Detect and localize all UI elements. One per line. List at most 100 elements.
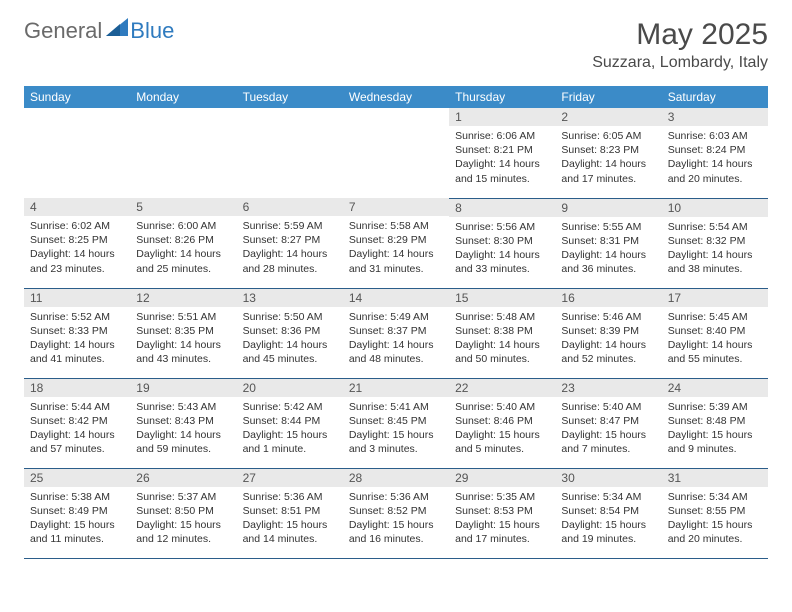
day-number-empty <box>24 108 130 126</box>
sunrise-text: Sunrise: 5:41 AM <box>349 400 443 414</box>
calendar-day: 31Sunrise: 5:34 AMSunset: 8:55 PMDayligh… <box>662 468 768 558</box>
sunset-text: Sunset: 8:47 PM <box>561 414 655 428</box>
daylight-text: Daylight: 14 hours and 33 minutes. <box>455 248 549 276</box>
sunrise-text: Sunrise: 5:52 AM <box>30 310 124 324</box>
day-details: Sunrise: 5:35 AMSunset: 8:53 PMDaylight:… <box>449 487 555 551</box>
calendar-week: 4Sunrise: 6:02 AMSunset: 8:25 PMDaylight… <box>24 198 768 288</box>
sunrise-text: Sunrise: 5:56 AM <box>455 220 549 234</box>
sunset-text: Sunset: 8:40 PM <box>668 324 762 338</box>
calendar-day: 7Sunrise: 5:58 AMSunset: 8:29 PMDaylight… <box>343 198 449 288</box>
day-details: Sunrise: 5:36 AMSunset: 8:52 PMDaylight:… <box>343 487 449 551</box>
weekday-header: Wednesday <box>343 86 449 108</box>
calendar-day: 12Sunrise: 5:51 AMSunset: 8:35 PMDayligh… <box>130 288 236 378</box>
calendar-day: 4Sunrise: 6:02 AMSunset: 8:25 PMDaylight… <box>24 198 130 288</box>
weekday-header: Monday <box>130 86 236 108</box>
calendar-day: 18Sunrise: 5:44 AMSunset: 8:42 PMDayligh… <box>24 378 130 468</box>
day-number: 29 <box>449 469 555 487</box>
sunset-text: Sunset: 8:35 PM <box>136 324 230 338</box>
sunrise-text: Sunrise: 6:00 AM <box>136 219 230 233</box>
weekday-header: Thursday <box>449 86 555 108</box>
sunset-text: Sunset: 8:29 PM <box>349 233 443 247</box>
daylight-text: Daylight: 15 hours and 1 minute. <box>243 428 337 456</box>
calendar-day: 8Sunrise: 5:56 AMSunset: 8:30 PMDaylight… <box>449 198 555 288</box>
weekday-header: Saturday <box>662 86 768 108</box>
day-number: 2 <box>555 108 661 126</box>
calendar-week: 11Sunrise: 5:52 AMSunset: 8:33 PMDayligh… <box>24 288 768 378</box>
calendar-day-empty <box>130 108 236 198</box>
sunset-text: Sunset: 8:51 PM <box>243 504 337 518</box>
daylight-text: Daylight: 15 hours and 9 minutes. <box>668 428 762 456</box>
day-details: Sunrise: 5:46 AMSunset: 8:39 PMDaylight:… <box>555 307 661 371</box>
calendar-day: 2Sunrise: 6:05 AMSunset: 8:23 PMDaylight… <box>555 108 661 198</box>
calendar-day: 26Sunrise: 5:37 AMSunset: 8:50 PMDayligh… <box>130 468 236 558</box>
day-details: Sunrise: 5:40 AMSunset: 8:47 PMDaylight:… <box>555 397 661 461</box>
day-details: Sunrise: 5:49 AMSunset: 8:37 PMDaylight:… <box>343 307 449 371</box>
daylight-text: Daylight: 14 hours and 57 minutes. <box>30 428 124 456</box>
daylight-text: Daylight: 15 hours and 14 minutes. <box>243 518 337 546</box>
daylight-text: Daylight: 14 hours and 36 minutes. <box>561 248 655 276</box>
day-number-empty <box>343 108 449 126</box>
calendar-day: 10Sunrise: 5:54 AMSunset: 8:32 PMDayligh… <box>662 198 768 288</box>
day-details: Sunrise: 5:34 AMSunset: 8:54 PMDaylight:… <box>555 487 661 551</box>
day-number: 16 <box>555 289 661 307</box>
day-details: Sunrise: 5:42 AMSunset: 8:44 PMDaylight:… <box>237 397 343 461</box>
day-details: Sunrise: 6:03 AMSunset: 8:24 PMDaylight:… <box>662 126 768 190</box>
sunrise-text: Sunrise: 5:35 AM <box>455 490 549 504</box>
day-number: 15 <box>449 289 555 307</box>
calendar-day: 9Sunrise: 5:55 AMSunset: 8:31 PMDaylight… <box>555 198 661 288</box>
sunrise-text: Sunrise: 5:46 AM <box>561 310 655 324</box>
day-number: 12 <box>130 289 236 307</box>
sunrise-text: Sunrise: 5:37 AM <box>136 490 230 504</box>
daylight-text: Daylight: 14 hours and 23 minutes. <box>30 247 124 275</box>
weekday-header: Friday <box>555 86 661 108</box>
calendar-day: 16Sunrise: 5:46 AMSunset: 8:39 PMDayligh… <box>555 288 661 378</box>
logo-text-blue: Blue <box>130 18 174 44</box>
sunrise-text: Sunrise: 5:36 AM <box>243 490 337 504</box>
calendar-day: 30Sunrise: 5:34 AMSunset: 8:54 PMDayligh… <box>555 468 661 558</box>
header: General Blue May 2025 Suzzara, Lombardy,… <box>0 0 792 78</box>
daylight-text: Daylight: 15 hours and 19 minutes. <box>561 518 655 546</box>
calendar-day: 20Sunrise: 5:42 AMSunset: 8:44 PMDayligh… <box>237 378 343 468</box>
calendar-day: 3Sunrise: 6:03 AMSunset: 8:24 PMDaylight… <box>662 108 768 198</box>
calendar-day: 14Sunrise: 5:49 AMSunset: 8:37 PMDayligh… <box>343 288 449 378</box>
calendar-day: 25Sunrise: 5:38 AMSunset: 8:49 PMDayligh… <box>24 468 130 558</box>
calendar-day-empty <box>237 108 343 198</box>
sunrise-text: Sunrise: 5:40 AM <box>455 400 549 414</box>
location-text: Suzzara, Lombardy, Italy <box>592 54 768 72</box>
day-details: Sunrise: 5:45 AMSunset: 8:40 PMDaylight:… <box>662 307 768 371</box>
day-details: Sunrise: 5:58 AMSunset: 8:29 PMDaylight:… <box>343 216 449 280</box>
day-details: Sunrise: 5:48 AMSunset: 8:38 PMDaylight:… <box>449 307 555 371</box>
day-details: Sunrise: 5:39 AMSunset: 8:48 PMDaylight:… <box>662 397 768 461</box>
weekday-header: Tuesday <box>237 86 343 108</box>
calendar-day: 28Sunrise: 5:36 AMSunset: 8:52 PMDayligh… <box>343 468 449 558</box>
calendar-day: 13Sunrise: 5:50 AMSunset: 8:36 PMDayligh… <box>237 288 343 378</box>
daylight-text: Daylight: 14 hours and 15 minutes. <box>455 157 549 185</box>
calendar-day: 1Sunrise: 6:06 AMSunset: 8:21 PMDaylight… <box>449 108 555 198</box>
calendar-day: 24Sunrise: 5:39 AMSunset: 8:48 PMDayligh… <box>662 378 768 468</box>
daylight-text: Daylight: 14 hours and 20 minutes. <box>668 157 762 185</box>
sunset-text: Sunset: 8:36 PM <box>243 324 337 338</box>
day-details: Sunrise: 5:50 AMSunset: 8:36 PMDaylight:… <box>237 307 343 371</box>
calendar-day-empty <box>343 108 449 198</box>
day-number: 17 <box>662 289 768 307</box>
sunset-text: Sunset: 8:48 PM <box>668 414 762 428</box>
day-number: 20 <box>237 379 343 397</box>
day-details: Sunrise: 5:52 AMSunset: 8:33 PMDaylight:… <box>24 307 130 371</box>
logo-triangle-icon <box>106 18 128 36</box>
daylight-text: Daylight: 15 hours and 20 minutes. <box>668 518 762 546</box>
sunset-text: Sunset: 8:43 PM <box>136 414 230 428</box>
sunrise-text: Sunrise: 5:49 AM <box>349 310 443 324</box>
sunset-text: Sunset: 8:44 PM <box>243 414 337 428</box>
daylight-text: Daylight: 15 hours and 11 minutes. <box>30 518 124 546</box>
day-number: 28 <box>343 469 449 487</box>
calendar-day: 21Sunrise: 5:41 AMSunset: 8:45 PMDayligh… <box>343 378 449 468</box>
sunset-text: Sunset: 8:53 PM <box>455 504 549 518</box>
day-number: 4 <box>24 198 130 216</box>
sunset-text: Sunset: 8:55 PM <box>668 504 762 518</box>
sunset-text: Sunset: 8:24 PM <box>668 143 762 157</box>
sunset-text: Sunset: 8:39 PM <box>561 324 655 338</box>
day-number: 11 <box>24 289 130 307</box>
day-number: 9 <box>555 199 661 217</box>
sunset-text: Sunset: 8:49 PM <box>30 504 124 518</box>
day-details: Sunrise: 6:05 AMSunset: 8:23 PMDaylight:… <box>555 126 661 190</box>
